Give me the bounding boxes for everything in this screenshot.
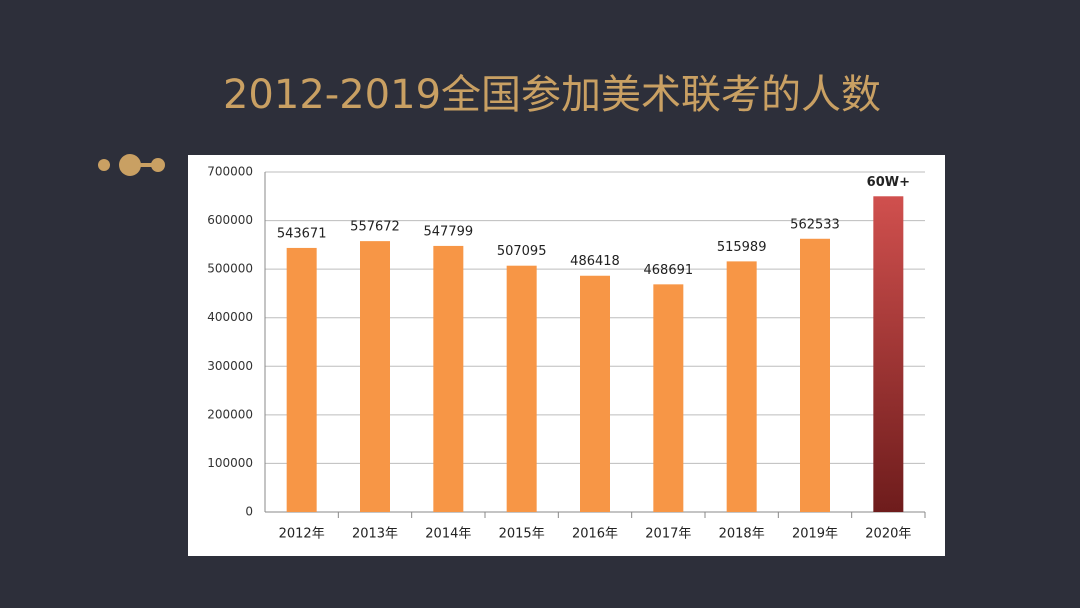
x-tick-label: 2012年: [279, 527, 325, 542]
value-label: 60W+: [867, 175, 910, 190]
dot: [151, 158, 165, 172]
value-label: 547799: [424, 224, 474, 239]
y-tick-label: 400000: [207, 310, 253, 324]
value-label: 562533: [790, 217, 840, 232]
x-tick-label: 2018年: [719, 527, 765, 542]
bar: [506, 265, 537, 512]
decoration: [98, 154, 165, 176]
value-label: 515989: [717, 240, 767, 255]
y-tick-label: 100000: [207, 456, 253, 470]
bar: [580, 275, 610, 512]
bar: [726, 261, 757, 512]
value-label: 486418: [570, 254, 620, 269]
y-tick-label: 200000: [207, 407, 253, 421]
y-tick-label: 600000: [207, 213, 253, 227]
value-label: 543671: [277, 226, 327, 241]
bar: [873, 196, 904, 513]
bar: [360, 241, 390, 512]
x-tick-label: 2016年: [572, 527, 618, 542]
y-tick-label: 0: [245, 505, 253, 519]
dot: [98, 159, 110, 171]
bar: [433, 245, 464, 512]
x-tick-label: 2015年: [499, 527, 545, 542]
bar: [800, 238, 830, 512]
y-tick-label: 500000: [207, 262, 253, 276]
plot: 0 100000 200000 300000 400000 500000 600000 700…: [207, 165, 926, 542]
value-label: 557672: [350, 220, 400, 235]
value-label: 468691: [644, 263, 694, 278]
y-tick-label: 300000: [207, 359, 253, 373]
value-label: 507095: [497, 244, 547, 259]
y-tick-label: 700000: [207, 165, 253, 179]
x-tick-label: 2020年: [865, 527, 911, 542]
x-tick-label: 2019年: [792, 527, 838, 542]
x-tick-label: 2013年: [352, 527, 398, 542]
slide-title: 2012-2019全国参加美术联考的人数: [223, 72, 881, 118]
bar: [286, 247, 317, 513]
x-tick-label: 2014年: [425, 527, 471, 542]
x-tick-label: 2017年: [645, 527, 691, 542]
bar: [653, 284, 684, 512]
